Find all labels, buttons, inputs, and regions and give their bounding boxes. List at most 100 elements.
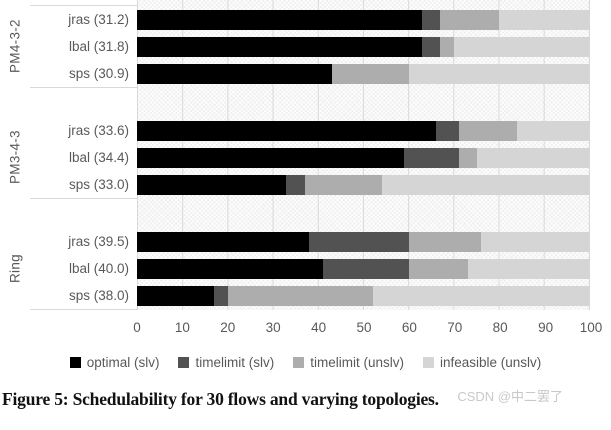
group-gap: [0, 199, 611, 228]
bar-label: lbal (40.0): [68, 261, 129, 276]
bar-segment-optimal-slv: [137, 63, 332, 84]
legend-label: timelimit (unslv): [310, 354, 404, 370]
bar-label: sps (30.9): [68, 66, 129, 81]
x-tick-40: 40: [311, 320, 327, 335]
bar-segment-timelimit-unslv: [408, 258, 468, 279]
bar-segment-timelimit-unslv: [304, 174, 382, 195]
bar-segment-infeasible-unslv: [408, 63, 590, 84]
bar-segment-optimal-slv: [137, 285, 214, 306]
legend-item-optimal-slv: optimal (slv): [69, 354, 160, 370]
group-separator: [30, 87, 137, 88]
group-label: PM3-4-3: [7, 130, 23, 185]
bar-group-pm4-3-2: PM4-3-2 jras (31.2) lbal (31.8) sps (30.9): [0, 6, 611, 87]
bar-label: jras (31.2): [68, 12, 129, 27]
legend-swatch-infeasible-unslv: [422, 356, 434, 368]
bar-row: sps (30.9): [0, 60, 611, 87]
bar-segment-infeasible-unslv: [372, 285, 590, 306]
figure-caption: Figure 5: Schedulability for 30 flows an…: [2, 389, 439, 409]
legend: optimal (slv) timelimit (slv) timelimit (u…: [0, 351, 611, 373]
bar-label: sps (38.0): [68, 288, 129, 303]
bar-segment-optimal-slv: [137, 36, 423, 57]
stacked-bar: [137, 9, 590, 30]
bar-label: sps (33.0): [68, 177, 129, 192]
group-separator: [30, 5, 137, 6]
bar-row: sps (33.0): [0, 171, 611, 198]
legend-swatch-timelimit-slv: [178, 356, 190, 368]
bar-segment-infeasible-unslv: [467, 258, 590, 279]
bar-label: jras (39.5): [68, 234, 129, 249]
bar-segment-optimal-slv: [137, 147, 405, 168]
bar-label: lbal (31.8): [68, 39, 129, 54]
x-tick-100: 100: [579, 320, 603, 335]
bar-row: lbal (31.8): [0, 33, 611, 60]
bar-segment-timelimit-slv: [286, 174, 305, 195]
bar-row: jras (39.5): [0, 228, 611, 255]
bar-row: jras (31.2): [0, 6, 611, 33]
bar-segment-timelimit-unslv: [331, 63, 409, 84]
bar-row: lbal (40.0): [0, 255, 611, 282]
bar-segment-timelimit-unslv: [227, 285, 373, 306]
x-tick-10: 10: [174, 320, 190, 335]
bar-segment-timelimit-slv: [309, 231, 409, 252]
stacked-bar: [137, 258, 590, 279]
bar-segment-timelimit-unslv: [458, 120, 518, 141]
legend-label: timelimit (slv): [195, 354, 275, 370]
legend-item-timelimit-slv: timelimit (slv): [178, 355, 274, 370]
group-separator: [30, 198, 137, 199]
bar-segment-timelimit-unslv: [458, 147, 477, 168]
x-axis: 0 10 20 30 40 50 60 70 80 90 100: [133, 316, 602, 344]
x-tick-20: 20: [220, 320, 236, 335]
bar-segment-infeasible-unslv: [454, 36, 590, 57]
bar-segment-optimal-slv: [137, 174, 287, 195]
x-tick-60: 60: [401, 320, 417, 335]
x-tick-70: 70: [447, 320, 463, 335]
bar-row: lbal (34.4): [0, 144, 611, 171]
legend-item-timelimit-unslv: timelimit (unslv): [293, 355, 404, 370]
bar-group-ring: Ring jras (39.5) lbal (40.0) sps (38.0): [0, 228, 611, 309]
bar-row: jras (33.6): [0, 117, 611, 144]
stacked-bar: [137, 63, 590, 84]
bar-segment-optimal-slv: [137, 120, 436, 141]
stacked-bar: [137, 231, 590, 252]
legend-label: infeasible (unslv): [439, 354, 542, 370]
bar-segment-timelimit-unslv: [408, 231, 482, 252]
bar-segment-optimal-slv: [137, 9, 423, 30]
legend-swatch-optimal-slv: [69, 356, 81, 368]
x-tick-50: 50: [356, 320, 372, 335]
x-tick-80: 80: [492, 320, 508, 335]
x-tick-30: 30: [265, 320, 281, 335]
legend-swatch-timelimit-unslv: [293, 356, 305, 368]
bar-group-pm3-4-3: PM3-4-3 jras (33.6) lbal (34.4) sps (33.0): [0, 117, 611, 198]
bar-segment-infeasible-unslv: [499, 9, 590, 30]
stacked-bar: [137, 36, 590, 57]
group-label: Ring: [7, 254, 23, 283]
figure: PM4-3-2 jras (31.2) lbal (31.8) sps (30.9) P…: [0, 0, 611, 410]
watermark: CSDN @中二罢了: [457, 389, 563, 404]
x-tick-0: 0: [133, 320, 141, 335]
bar-segment-timelimit-slv: [214, 285, 228, 306]
bar-segment-optimal-slv: [137, 258, 323, 279]
bar-segment-timelimit-slv: [404, 147, 459, 168]
stacked-bar: [137, 174, 590, 195]
bar-segment-timelimit-slv: [422, 36, 441, 57]
bar-segment-infeasible-unslv: [381, 174, 590, 195]
bar-segment-timelimit-unslv: [440, 9, 500, 30]
x-tick-90: 90: [538, 320, 554, 335]
stacked-bar: [137, 120, 590, 141]
legend-item-infeasible-unslv: infeasible (unslv): [422, 354, 542, 370]
stacked-bar: [137, 285, 590, 306]
bar-segment-optimal-slv: [137, 231, 310, 252]
bar-segment-timelimit-slv: [422, 9, 441, 30]
bar-label: lbal (34.4): [68, 150, 129, 165]
plot-rows: PM4-3-2 jras (31.2) lbal (31.8) sps (30.9) P…: [0, 5, 611, 310]
bar-segment-timelimit-slv: [435, 120, 459, 141]
bar-segment-infeasible-unslv: [517, 120, 590, 141]
group-separator: [30, 309, 137, 310]
legend-label: optimal (slv): [86, 354, 160, 370]
bar-segment-infeasible-unslv: [476, 147, 590, 168]
stacked-bar: [137, 147, 590, 168]
group-gap: [0, 88, 611, 117]
bar-segment-timelimit-slv: [322, 258, 409, 279]
caption-area: CSDN @中二罢了 Figure 5: Schedulability for …: [0, 389, 611, 410]
bar-label: jras (33.6): [68, 123, 129, 138]
